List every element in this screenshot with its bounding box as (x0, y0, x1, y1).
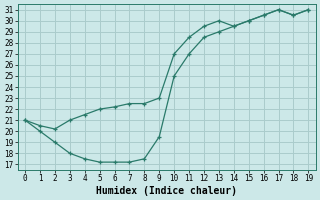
X-axis label: Humidex (Indice chaleur): Humidex (Indice chaleur) (96, 186, 237, 196)
